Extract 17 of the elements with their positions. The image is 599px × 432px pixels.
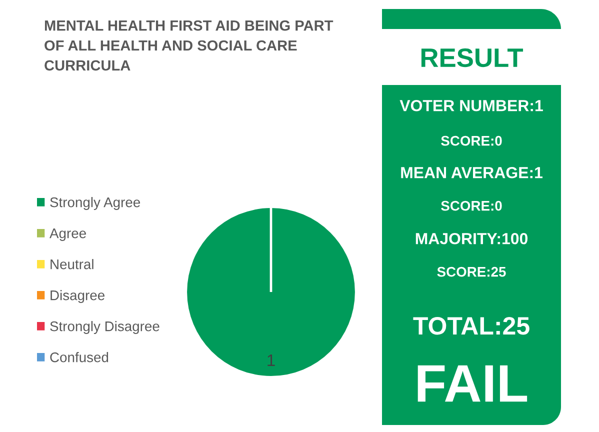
text: SCORE:0 (441, 200, 502, 211)
legend-label: Neutral (50, 259, 94, 270)
legend-label: Disagree (50, 290, 104, 303)
legend-label: Strongly Disagree (50, 321, 160, 334)
text: VOTER NUMBER:1 (400, 100, 543, 112)
text: SCORE:0 (441, 136, 502, 146)
text: SCORE:25 (437, 266, 506, 277)
text: TOTAL:25 (413, 317, 530, 335)
text: MEAN AVERAGE:1 (401, 166, 542, 178)
text: MAJORITY:100 (416, 232, 528, 244)
legend-label: Agree (50, 228, 86, 241)
data-label: 1 (268, 354, 275, 366)
legend-label: Confused (50, 352, 108, 362)
text: FAIL (418, 365, 528, 402)
chart-title: MENTAL HEALTH FIRST AID BEING PART OF ALL HEALTH AND SOCIAL CARE CURRICULA (44, 20, 334, 71)
text: RESULT (421, 48, 524, 68)
legend-label: Strongly Agree (50, 197, 140, 210)
